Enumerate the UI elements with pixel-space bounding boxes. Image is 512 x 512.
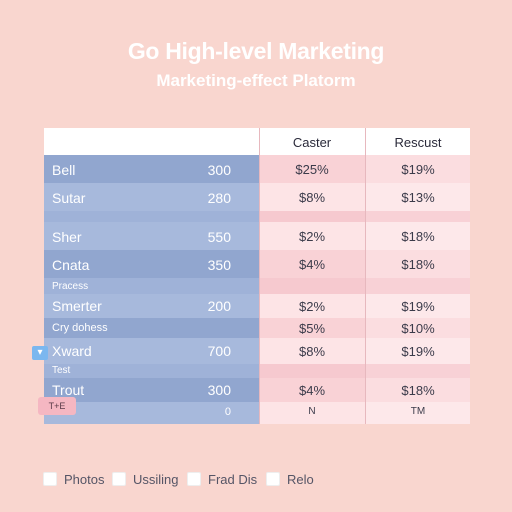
table-row[interactable]: Trout 300 $4% $18%: [44, 378, 470, 402]
checkbox-icon[interactable]: [112, 472, 126, 486]
legend-item-ussiling[interactable]: Ussiling: [112, 472, 179, 488]
row-caster-value: $8%: [298, 344, 326, 359]
column-divider: [259, 128, 260, 424]
page-subtitle: Marketing-effect Platorm: [156, 71, 356, 90]
row-label: Smerter: [52, 298, 102, 314]
row-label: Xward: [52, 343, 92, 359]
table-header-caster[interactable]: Caster: [259, 128, 365, 155]
row-label: Bell: [52, 162, 76, 178]
row-rescust-value: $18%: [401, 257, 435, 272]
row-rescust-value: $18%: [401, 383, 435, 398]
column-header-rescust: Rescust: [394, 135, 442, 150]
table-row[interactable]: Sher 550 $2% $18%: [44, 222, 470, 250]
row-value: 350: [207, 257, 231, 273]
tag-badge[interactable]: T+E: [38, 397, 76, 415]
data-table: Caster Rescust Bell 300 $25% $19% Sutar …: [44, 128, 470, 424]
checkbox-icon[interactable]: [43, 472, 57, 486]
row-caster-value: $2%: [298, 299, 326, 314]
column-header-caster: Caster: [292, 135, 332, 150]
row-caster-value: N: [308, 406, 316, 417]
row-caster-value: $8%: [298, 190, 326, 205]
row-rescust-value: $18%: [401, 229, 435, 244]
row-value: 300: [207, 162, 231, 178]
table-row[interactable]: Test: [44, 364, 470, 378]
row-label: Trout: [52, 382, 85, 398]
bird-icon[interactable]: ▾: [32, 346, 48, 360]
row-value: 300: [207, 382, 231, 398]
row-rescust-value: $19%: [401, 344, 435, 359]
row-caster-value: $4%: [298, 383, 326, 398]
table-row[interactable]: Cry dohess $5% $10%: [44, 318, 470, 338]
table-header-rescust[interactable]: Rescust: [365, 128, 470, 155]
column-divider: [365, 128, 366, 424]
row-label: Pracess: [52, 281, 89, 292]
legend-label: Ussiling: [133, 472, 179, 487]
row-label: Sher: [52, 229, 82, 245]
row-label: Cry dohess: [52, 322, 108, 334]
row-label: Sutar: [52, 190, 86, 206]
legend-item-frad-dis[interactable]: Frad Dis: [187, 472, 257, 488]
legend-label: Photos: [64, 472, 105, 487]
table-header-blank: [44, 128, 259, 155]
table-row[interactable]: 0 N TM: [44, 402, 470, 424]
table-row[interactable]: Bell 300 $25% $19%: [44, 155, 470, 183]
row-rescust-value: $13%: [401, 190, 435, 205]
legend-label: Frad Dis: [208, 472, 258, 487]
row-label: Test: [52, 365, 71, 376]
checkbox-icon[interactable]: [266, 472, 280, 486]
row-value: 700: [207, 343, 231, 359]
row-value: 200: [207, 298, 231, 314]
legend-item-relo[interactable]: Relo: [266, 472, 314, 488]
table-spacer-row: [44, 211, 470, 222]
row-rescust-value: $19%: [401, 299, 435, 314]
row-value: 280: [207, 190, 231, 206]
checkbox-icon[interactable]: [187, 472, 201, 486]
table-row[interactable]: Cnata 350 $4% $18%: [44, 250, 470, 278]
row-caster-value: $2%: [298, 229, 326, 244]
legend-item-photos[interactable]: Photos: [43, 472, 104, 488]
table-row[interactable]: Xward 700 $8% $19%: [44, 338, 470, 364]
table-row[interactable]: Pracess: [44, 278, 470, 294]
row-rescust-value: TM: [410, 406, 426, 417]
row-caster-value: $25%: [295, 162, 329, 177]
row-label: Cnata: [52, 257, 90, 273]
legend-label: Relo: [287, 472, 314, 487]
row-value: 550: [207, 229, 231, 245]
row-rescust-value: $10%: [401, 321, 435, 336]
table-row[interactable]: Smerter 200 $2% $19%: [44, 294, 470, 318]
row-rescust-value: $19%: [401, 162, 435, 177]
table-row[interactable]: Sutar 280 $8% $13%: [44, 183, 470, 211]
row-caster-value: $5%: [298, 321, 326, 336]
row-caster-value: $4%: [298, 257, 326, 272]
row-value: 0: [224, 406, 231, 418]
page-title: Go High-level Marketing: [127, 38, 385, 64]
